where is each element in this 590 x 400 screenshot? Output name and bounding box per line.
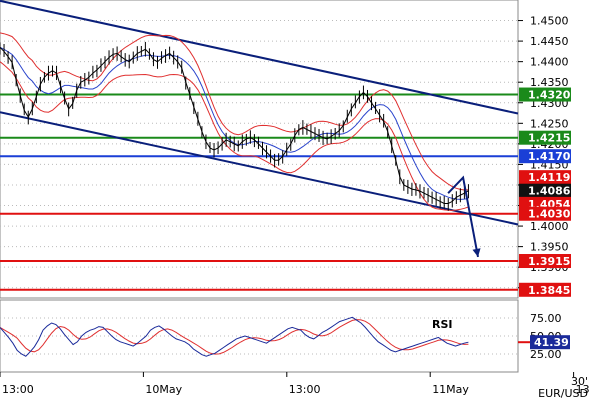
rsi-value-label: 41.39	[534, 336, 569, 349]
rsi-tick-label: 25.00	[530, 348, 562, 361]
price-tag-label: 1.4320	[528, 89, 571, 102]
rsi-signal-line	[0, 319, 469, 355]
channel-lower-line	[0, 111, 519, 226]
price-tag-box	[519, 149, 571, 164]
price-tag-box	[519, 87, 571, 102]
price-tag-label: 1.3845	[528, 284, 570, 297]
projection-arrow	[447, 175, 481, 258]
price-tick-label: 1.4350	[530, 76, 569, 89]
price-tag-label: 1.4030	[528, 208, 571, 221]
price-tag-label: 1.4119	[528, 171, 570, 184]
price-close-line	[0, 46, 469, 204]
price-tag-label: 1.4215	[528, 132, 570, 145]
price-tick-label: 1.4000	[530, 220, 569, 233]
time-tick-label: 10May	[145, 383, 182, 396]
price-tag-box	[519, 183, 571, 198]
price-series	[0, 32, 469, 211]
rsi-panel	[0, 299, 519, 373]
price-tag-box	[519, 170, 571, 185]
price-tag-box	[519, 254, 571, 269]
instrument-label: EUR/USD	[538, 387, 588, 400]
price-tag-box	[519, 130, 571, 145]
price-tags: 1.43201.42151.41701.41191.40861.40541.40…	[519, 87, 571, 297]
rsi-label: RSI	[432, 318, 453, 331]
rsi-series	[0, 316, 469, 357]
time-axis: 13:0010May13:0011May13:0012May13:0013May…	[0, 372, 590, 396]
lower-band-line	[0, 61, 469, 211]
time-tick-label: 13:00	[2, 383, 34, 396]
price-tag-label: 1.4086	[528, 185, 571, 198]
timeframe-label: 30'	[571, 375, 588, 388]
price-tick-label: 1.4250	[530, 117, 569, 130]
projection-arrowhead	[472, 248, 481, 257]
rsi-tick-label: 75.00	[530, 312, 562, 325]
upper-band-line	[0, 32, 469, 191]
time-tick-label: 11May	[432, 383, 469, 396]
price-tag-label: 1.4170	[528, 150, 571, 163]
time-tick-label: 13:00	[289, 383, 321, 396]
price-tick-label: 1.4500	[530, 15, 569, 28]
price-tick-label: 1.4400	[530, 56, 569, 69]
price-tag-box	[519, 282, 571, 297]
price-panel	[0, 0, 519, 299]
trend-channel	[0, 0, 519, 226]
channel-upper-line	[0, 0, 519, 115]
rsi-line	[0, 316, 469, 357]
time-tick-label: 13:00	[576, 383, 590, 396]
projection-path	[447, 175, 479, 258]
price-tick-label: 1.3950	[530, 241, 569, 254]
rsi-value-box	[530, 335, 570, 350]
price-tag-box	[519, 206, 571, 221]
price-tick-label: 1.4450	[530, 35, 569, 48]
price-tag-label: 1.3915	[528, 255, 570, 268]
